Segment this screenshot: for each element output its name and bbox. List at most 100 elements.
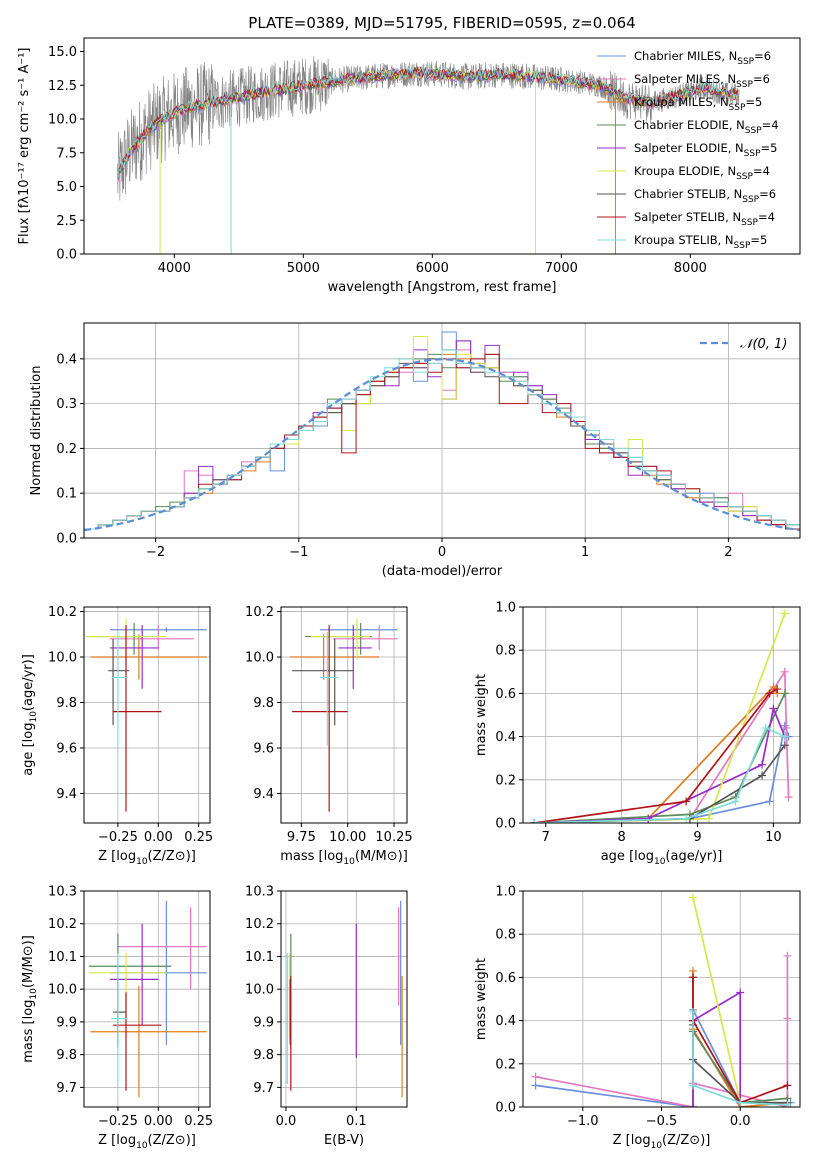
weight-marker	[780, 667, 789, 676]
weight-marker	[784, 793, 793, 802]
y-tick-label: 0.6	[495, 687, 516, 702]
weight-line	[534, 726, 786, 823]
plot-area	[117, 55, 740, 254]
y-tick-label: 0.2	[56, 442, 77, 457]
x-tick-label: 2	[724, 545, 732, 560]
errorbar-point	[332, 625, 398, 651]
errorbar-point	[117, 907, 207, 990]
weight-marker	[780, 741, 789, 750]
y-tick-label: 10.1	[48, 950, 77, 965]
y-tick-label: 10.0	[245, 983, 274, 998]
y-tick-label: 0.8	[495, 928, 516, 943]
x-tick-label: 6000	[416, 261, 449, 276]
x-tick-label: 10	[765, 830, 782, 845]
y-tick-label: 0.0	[56, 532, 77, 547]
panel-age_vs_z: −0.25 0.00 0.25 9.4 9.6 9.8 10.0 10.2 Z [log10(Z…	[21, 605, 213, 867]
weight-marker	[765, 689, 774, 698]
y-tick-label: 0.1	[56, 487, 77, 502]
x-tick-label: −0.25	[98, 1114, 138, 1129]
errorbar-point	[292, 625, 348, 812]
x-tick-label: −0.25	[98, 830, 138, 845]
y-tick-label: 10.1	[245, 950, 274, 965]
weight-line	[534, 613, 786, 823]
y-tick-label: 10.3	[48, 885, 77, 900]
errorbar-point	[319, 632, 339, 746]
errorbar-point	[90, 634, 207, 680]
y-tick-label: 12.5	[48, 79, 77, 94]
weight-marker	[688, 1007, 697, 1016]
plot-area	[530, 609, 793, 823]
y-tick-label: 0.4	[495, 1014, 516, 1029]
weight-marker	[783, 1014, 792, 1023]
weight-marker	[780, 732, 789, 741]
x-tick-label: 0.25	[184, 830, 213, 845]
panel-age_vs_mass: 9.75 10.00 10.25 9.4 9.6 9.8 10.0 10.2 mass [log…	[245, 605, 413, 867]
weight-marker	[783, 1081, 792, 1090]
x-tick-label: 10.00	[329, 830, 366, 845]
weight-marker	[531, 1072, 540, 1081]
errorbar-point	[111, 953, 128, 1085]
y-tick-label: 0.0	[495, 1101, 516, 1116]
gaussian-curve	[84, 358, 800, 532]
y-tick-label: 10.3	[245, 885, 274, 900]
legend-label: Salpeter ELODIE, NSSP=5	[634, 141, 777, 159]
errorbar-point	[310, 618, 370, 660]
weight-marker	[758, 771, 767, 780]
errorbar-point	[88, 933, 172, 1049]
errorbar-point	[292, 638, 354, 726]
weight-line	[534, 669, 790, 823]
y-tick-label: 10.0	[48, 983, 77, 998]
weight-marker	[736, 988, 745, 997]
weight-marker	[761, 723, 770, 732]
weight-marker	[782, 723, 791, 732]
x-tick-label: −2	[146, 545, 165, 560]
y-tick-label: 0.8	[495, 644, 516, 659]
weight-marker	[758, 760, 767, 769]
weight-marker	[644, 814, 653, 823]
y-tick-label: 9.7	[56, 1081, 77, 1096]
legend-label: Chabrier ELODIE, NSSP=4	[634, 118, 779, 136]
panel-spectrum: 4000 5000 6000 7000 8000 0.0 2.5 5.0 7.5 10.0 12.5…	[17, 37, 801, 295]
y-tick-label: 10.0	[48, 651, 77, 666]
weight-marker	[769, 704, 778, 713]
weight-line	[534, 688, 778, 823]
weight-marker	[783, 1100, 792, 1107]
errorbar-point	[109, 625, 194, 651]
x-tick-label: 7000	[545, 261, 578, 276]
figure-title: PLATE=0389, MJD=51795, FIBERID=0595, z=0…	[248, 14, 635, 32]
x-tick-label: 0.00	[144, 1114, 173, 1129]
x-tick-label: 0.0	[276, 1114, 297, 1129]
weight-line	[535, 1009, 791, 1107]
y-axis-label: mass weight	[474, 674, 489, 756]
weight-marker	[688, 973, 697, 982]
axes-frame	[522, 606, 801, 824]
histogram-series	[84, 349, 800, 538]
weight-marker	[688, 1103, 697, 1107]
weight-marker	[783, 951, 792, 960]
weight-marker	[736, 1098, 745, 1107]
x-tick-label: −1	[289, 545, 308, 560]
weight-marker	[731, 797, 740, 806]
panels: 4000 5000 6000 7000 80000.02.55.07.510.012.5…	[17, 37, 801, 1151]
weight-marker	[765, 797, 774, 806]
plot-area	[531, 893, 795, 1107]
y-tick-label: 1.0	[495, 885, 516, 900]
y-tick-label: 0.6	[495, 971, 516, 986]
y-tick-label: 2.5	[56, 214, 77, 229]
axes-frame	[280, 606, 408, 824]
weight-marker	[780, 609, 789, 618]
errorbar-point	[111, 632, 128, 746]
x-tick-label: 0.1	[346, 1114, 367, 1129]
x-tick-label: −0.5	[646, 1114, 678, 1129]
axes-frame	[83, 322, 801, 539]
y-tick-label: 0.2	[495, 1057, 516, 1072]
x-tick-label: 0.0	[730, 1114, 751, 1129]
x-tick-label: 7	[542, 830, 550, 845]
x-axis-label: E(B-V)	[324, 1133, 364, 1148]
x-tick-label: 9	[693, 830, 701, 845]
weight-marker	[682, 814, 691, 823]
errorbar-point	[338, 625, 372, 689]
x-axis-label: mass [log10(M/M⊙)]	[280, 849, 408, 867]
legend-label: Chabrier MILES, NSSP=6	[634, 49, 771, 67]
x-axis-label: Z [log10(Z/Z⊙)]	[613, 1133, 711, 1151]
